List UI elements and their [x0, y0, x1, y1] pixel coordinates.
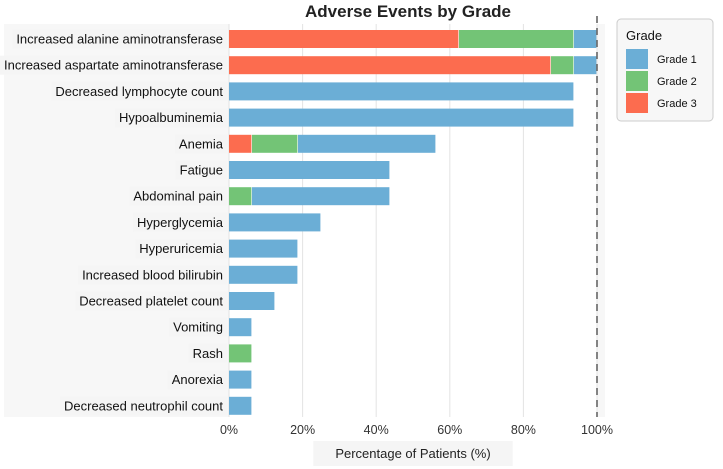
x-tick-label: 80% — [511, 423, 536, 437]
category-label: Hypoalbuminemia — [119, 110, 224, 125]
bar-segment — [574, 30, 597, 48]
bar-segment — [229, 187, 252, 206]
category-label-bg — [75, 291, 228, 311]
bar-segment — [229, 396, 252, 415]
bar-segment — [252, 187, 390, 206]
bar-segment — [229, 82, 574, 101]
category-label-bg — [175, 160, 227, 180]
category-label: Vomiting — [173, 320, 223, 335]
chart-title: Adverse Events by Grade — [305, 2, 511, 21]
category-label: Decreased platelet count — [79, 294, 223, 309]
bar-segment — [229, 134, 252, 153]
legend-swatch — [626, 71, 648, 91]
category-label-bg — [188, 343, 227, 363]
x-tick-label: 60% — [437, 423, 462, 437]
bar-segment — [229, 318, 252, 337]
category-label-bg — [133, 212, 228, 232]
category-label-bg — [78, 265, 227, 285]
bar-segment — [551, 56, 574, 75]
category-label: Abdominal pain — [133, 189, 223, 204]
category-label-bg — [129, 186, 227, 206]
bar-segment — [229, 239, 298, 258]
legend: Grade Grade 1 Grade 2 Grade 3 — [616, 18, 714, 122]
category-label-bg — [60, 396, 228, 416]
bar-segment — [574, 56, 597, 75]
bar-segment — [229, 30, 459, 48]
bar-segment — [229, 292, 275, 310]
x-tick-label: 40% — [364, 423, 389, 437]
x-tick-label: 0% — [220, 423, 238, 437]
category-label: Anorexia — [172, 372, 224, 387]
category-label: Anemia — [179, 136, 224, 151]
category-label: Fatigue — [180, 163, 223, 178]
category-label: Decreased neutrophil count — [64, 398, 223, 413]
category-label: Decreased lymphocyte count — [55, 84, 223, 99]
category-label-bg — [12, 29, 227, 49]
bar-segment — [229, 344, 252, 363]
bar-segment — [229, 265, 298, 284]
x-tick-labels: 0% 20% 40% 60% 80% 100% — [220, 423, 613, 437]
legend-items: Grade 1 Grade 2 Grade 3 — [626, 49, 697, 113]
x-tick-label: 100% — [581, 423, 613, 437]
category-label-bg — [51, 81, 228, 101]
category-label: Increased aspartate aminotransferase — [4, 58, 223, 73]
legend-title: Grade — [626, 28, 662, 43]
category-label-bg — [167, 370, 228, 390]
bar-segment — [229, 108, 574, 127]
category-label-background — [0, 29, 228, 416]
x-axis-label-background — [313, 441, 513, 466]
legend-swatch — [626, 93, 648, 113]
bar-segment — [229, 56, 551, 75]
bar-segment — [298, 134, 436, 153]
category-labels: Increased alanine aminotransferase Increa… — [4, 32, 224, 414]
bar-segment — [229, 213, 321, 232]
category-label-bg — [174, 134, 228, 154]
bars — [229, 30, 597, 415]
legend-label: Grade 2 — [657, 76, 697, 88]
category-label: Increased alanine aminotransferase — [16, 32, 223, 47]
category-label: Rash — [193, 346, 223, 361]
category-label: Increased blood bilirubin — [82, 267, 223, 282]
category-label-bg — [135, 239, 228, 259]
category-label-bg — [114, 108, 228, 128]
bar-segment — [229, 161, 390, 179]
legend-swatch — [626, 49, 648, 69]
bar-segment — [229, 370, 252, 389]
legend-label: Grade 3 — [657, 98, 697, 110]
bar-segment — [459, 30, 574, 48]
category-label-bg — [169, 317, 227, 337]
legend-label: Grade 1 — [657, 54, 697, 66]
category-label-bg — [0, 55, 227, 75]
x-axis-label: Percentage of Patients (%) — [335, 446, 490, 461]
category-label: Hyperglycemia — [137, 215, 224, 230]
x-tick-label: 20% — [290, 423, 315, 437]
bar-segment — [252, 134, 298, 153]
category-label: Hyperuricemia — [139, 241, 224, 256]
